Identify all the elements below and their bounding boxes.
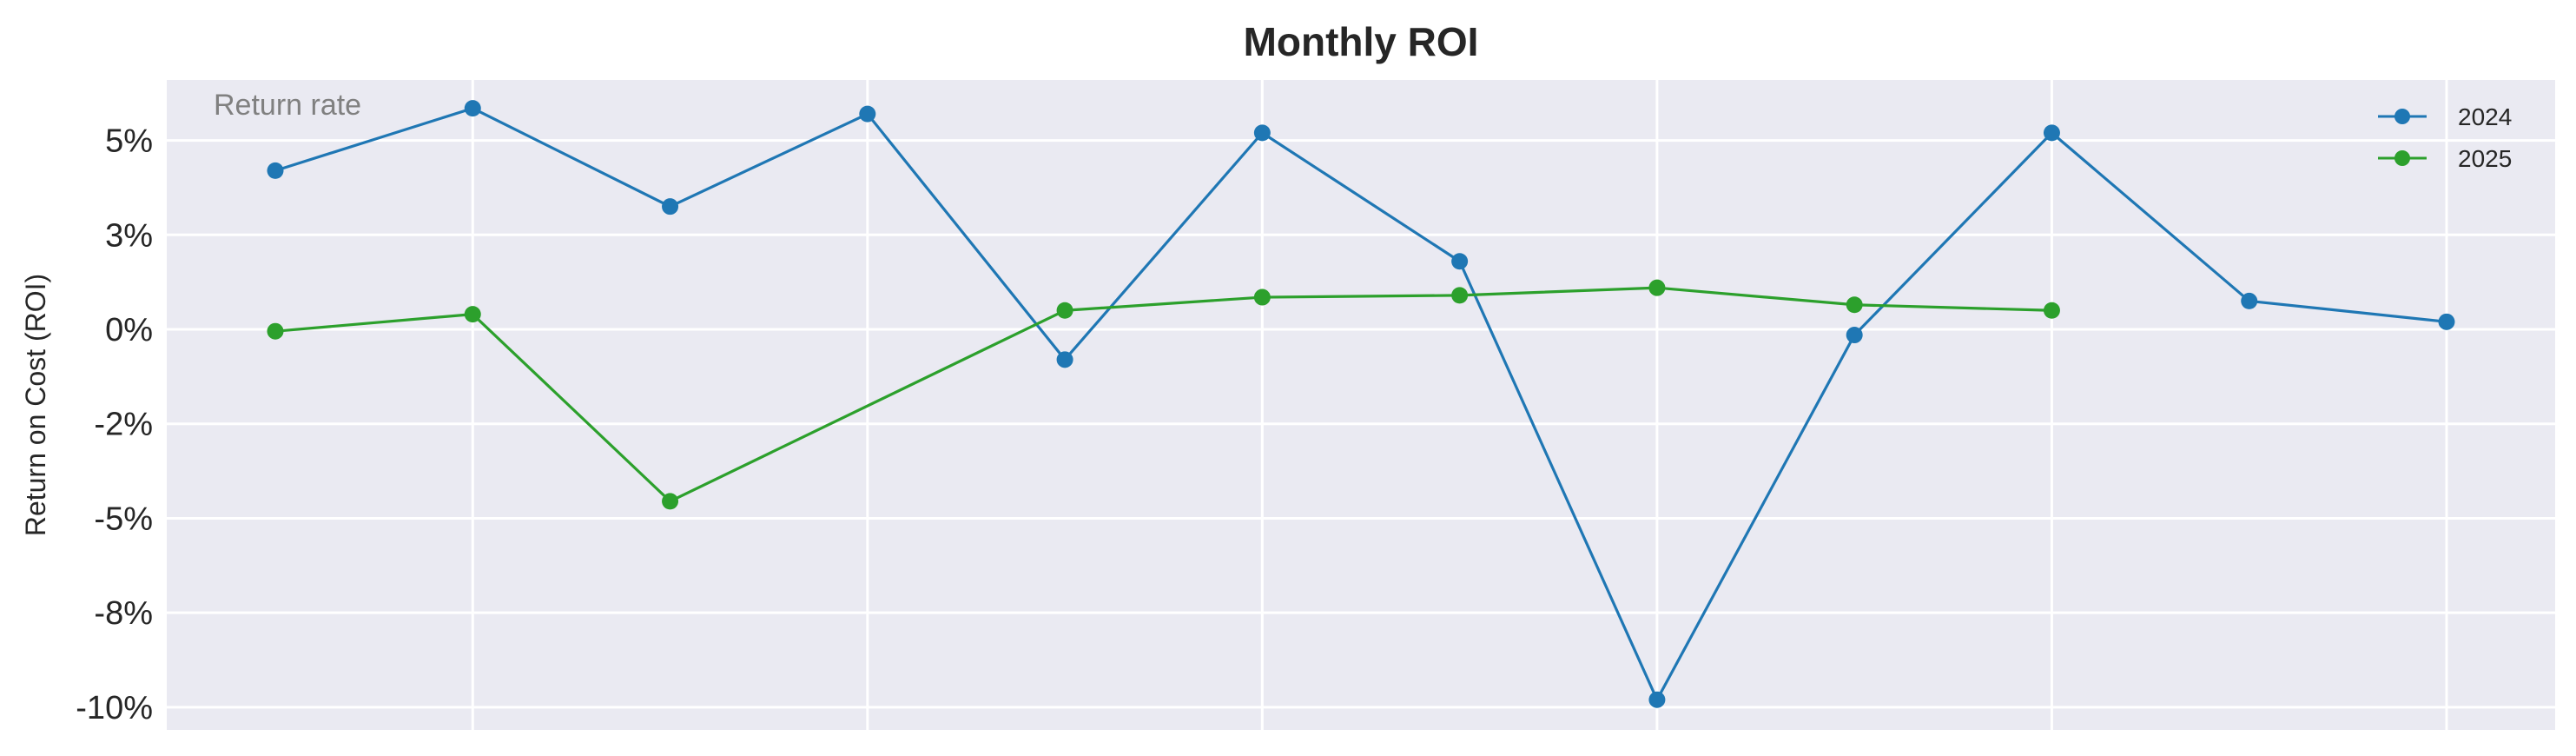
series-2025 <box>267 279 2060 510</box>
data-point-2024 <box>2043 124 2060 142</box>
chart-title: Monthly ROI <box>1244 19 1479 64</box>
data-point-2025 <box>1451 287 1469 304</box>
y-tick-label: 3% <box>105 217 153 254</box>
data-point-2024 <box>1056 351 1073 368</box>
y-tick-labels: 5% 3% 0% -2% -5% -8% -10% <box>76 123 153 726</box>
series-2024 <box>267 100 2455 708</box>
data-point-2024 <box>859 105 876 123</box>
data-point-2024 <box>1648 691 1666 708</box>
grid-lines <box>167 80 2555 730</box>
data-point-2025 <box>1056 302 1073 319</box>
y-tick-label: 5% <box>105 123 153 160</box>
legend-marker-2025 <box>2394 150 2410 166</box>
data-point-2025 <box>1648 279 1666 296</box>
data-point-2025 <box>662 493 679 510</box>
data-point-2024 <box>1846 327 1863 344</box>
data-point-2024 <box>662 198 679 216</box>
legend-entry-2025: 2025 <box>2378 145 2512 172</box>
data-point-2025 <box>2043 302 2060 319</box>
data-point-2024 <box>1253 124 1271 142</box>
legend-label-2025: 2025 <box>2458 145 2512 172</box>
data-point-2024 <box>2241 292 2258 309</box>
data-point-2025 <box>464 306 481 323</box>
return-rate-annotation: Return rate <box>214 89 361 122</box>
series-line-2024 <box>274 107 2447 701</box>
series-layer <box>267 100 2455 708</box>
data-point-2024 <box>1451 253 1469 270</box>
plot-area <box>167 80 2555 730</box>
legend-marker-2024 <box>2394 109 2410 124</box>
data-point-2025 <box>1846 296 1863 314</box>
y-tick-label: 0% <box>105 312 153 348</box>
legend-entry-2024: 2024 <box>2378 103 2512 130</box>
data-point-2024 <box>2438 313 2455 330</box>
y-tick-label: -2% <box>94 407 153 443</box>
y-tick-label: -5% <box>94 501 153 537</box>
y-tick-label: -10% <box>76 690 153 726</box>
legend-label-2024: 2024 <box>2458 103 2512 130</box>
y-axis-label: Return on Cost (ROI) <box>20 274 51 536</box>
data-point-2024 <box>267 162 284 179</box>
data-point-2025 <box>267 322 284 340</box>
data-point-2024 <box>464 100 481 117</box>
legend: 2024 2025 <box>2378 103 2512 172</box>
data-point-2025 <box>1253 288 1271 306</box>
y-tick-label: -8% <box>94 595 153 632</box>
